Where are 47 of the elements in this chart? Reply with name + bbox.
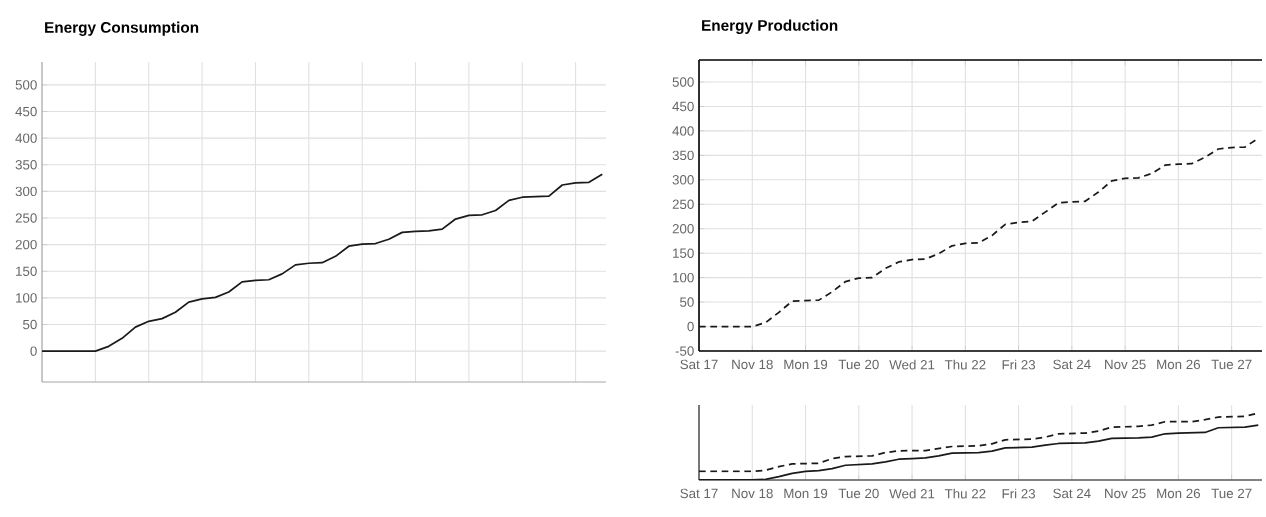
x-tick-label: Tue 20 <box>838 488 879 499</box>
y-tick-label: 200 <box>15 239 37 250</box>
y-tick-label: 150 <box>673 248 694 258</box>
x-tick-label: Tue 20 <box>838 359 879 370</box>
y-tick-label: 50 <box>680 297 694 307</box>
y-tick-label: 0 <box>30 346 37 356</box>
y-tick-label: 250 <box>672 199 694 209</box>
y-tick-label: 400 <box>672 126 694 136</box>
y-tick-label: 100 <box>673 272 694 283</box>
x-tick-label: Sat 24 <box>1053 488 1091 499</box>
x-tick-label: Mon 26 <box>1157 488 1201 499</box>
x-tick-label: Fri 23 <box>1002 488 1036 499</box>
y-tick-label: -50 <box>675 346 694 356</box>
chart-title: Energy Consumption <box>45 21 199 36</box>
y-tick-label: 50 <box>23 319 37 330</box>
x-tick-label: Sat 24 <box>1053 359 1091 370</box>
x-tick-label: Wed 21 <box>889 359 935 370</box>
x-tick-label: Sat 17 <box>680 359 718 370</box>
y-tick-label: 400 <box>15 133 37 143</box>
y-tick-label: 0 <box>687 321 694 332</box>
x-tick-label: Tue 27 <box>1211 488 1252 499</box>
y-tick-label: 350 <box>15 160 37 170</box>
y-tick-label: 450 <box>672 101 694 112</box>
x-tick-label: Wed 21 <box>889 488 935 499</box>
x-tick-label: Nov 25 <box>1105 488 1146 499</box>
y-tick-label: 500 <box>15 80 37 90</box>
y-tick-label: 350 <box>672 150 694 161</box>
y-tick-label: 300 <box>15 186 37 197</box>
y-tick-label: 300 <box>672 175 694 185</box>
x-tick-label: Thu 22 <box>944 359 986 370</box>
y-tick-label: 500 <box>672 77 694 87</box>
y-tick-label: 200 <box>672 224 694 234</box>
x-tick-label: Mon 19 <box>784 488 828 499</box>
x-tick-label: Fri 23 <box>1002 359 1036 370</box>
x-tick-label: Nov 18 <box>732 488 773 499</box>
x-tick-label: Mon 26 <box>1157 359 1201 370</box>
x-tick-label: Mon 19 <box>784 359 828 370</box>
x-tick-label: Nov 18 <box>732 359 773 370</box>
x-tick-label: Tue 27 <box>1211 359 1252 370</box>
x-tick-label: Nov 25 <box>1105 359 1146 370</box>
y-tick-label: 100 <box>16 293 37 303</box>
x-tick-label: Sat 17 <box>680 488 718 499</box>
y-tick-label: 250 <box>15 213 37 223</box>
y-tick-label: 150 <box>16 266 37 276</box>
chart-title: Energy Production <box>702 19 838 34</box>
y-tick-label: 450 <box>15 106 37 117</box>
x-tick-label: Thu 22 <box>944 488 986 499</box>
